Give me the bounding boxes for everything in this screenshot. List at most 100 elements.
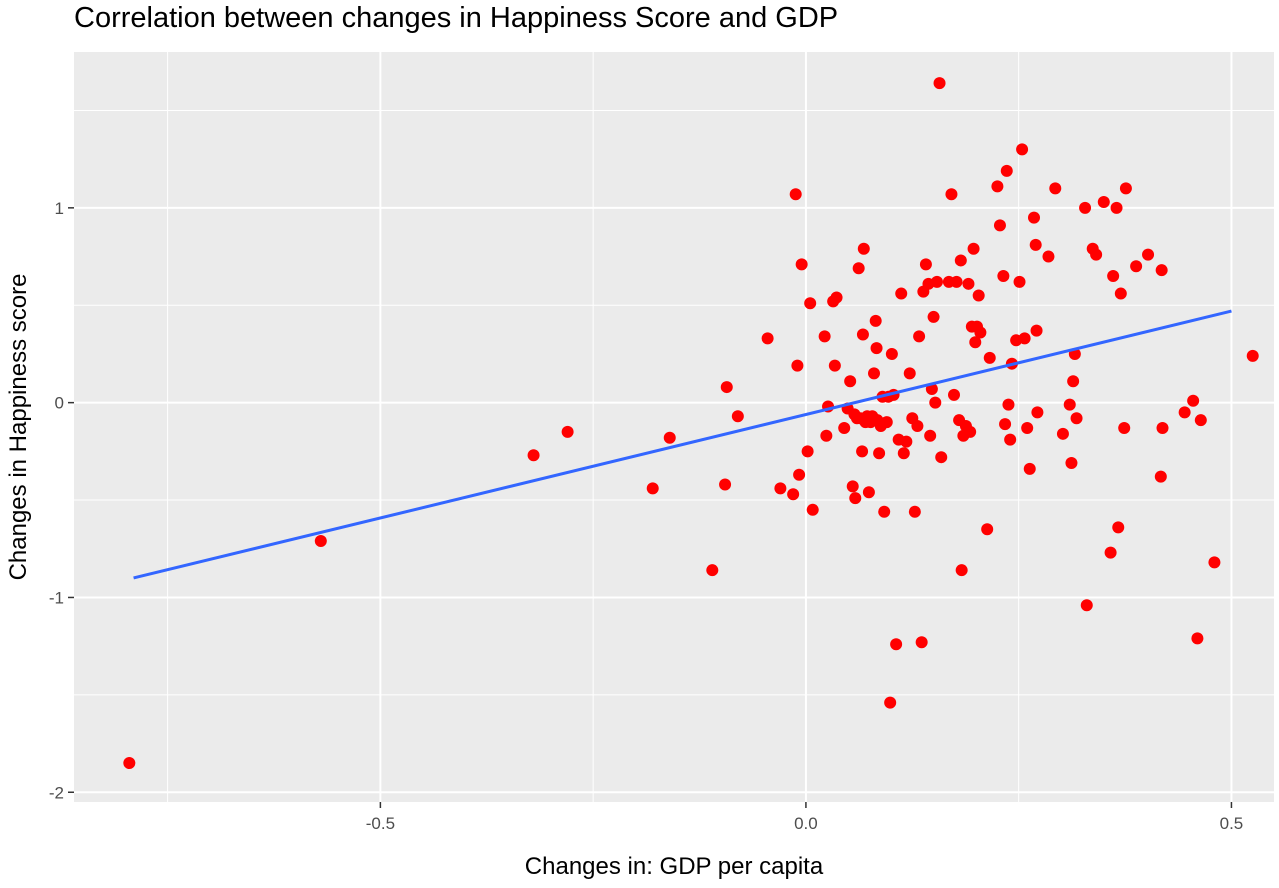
data-point — [828, 359, 841, 372]
data-point — [981, 523, 994, 536]
data-point — [983, 351, 996, 364]
data-point — [789, 188, 802, 201]
data-point — [856, 445, 869, 458]
data-point — [880, 416, 893, 429]
data-points — [123, 77, 1259, 770]
data-point — [838, 421, 851, 434]
data-point — [913, 330, 926, 343]
y-tick-label: -1 — [49, 588, 64, 607]
trend-line-group — [133, 309, 1232, 580]
data-point — [1049, 182, 1062, 195]
data-point — [1187, 394, 1200, 407]
major-grid — [74, 52, 1274, 802]
data-point — [844, 375, 857, 388]
data-point — [1208, 556, 1221, 569]
data-point — [1130, 260, 1143, 273]
data-point — [1079, 201, 1092, 214]
data-point — [924, 429, 937, 442]
data-point — [761, 332, 774, 345]
data-point — [972, 289, 985, 302]
data-point — [1097, 196, 1110, 208]
data-point — [663, 431, 676, 444]
data-point — [884, 696, 897, 709]
minor-grid — [74, 52, 1274, 802]
data-point — [820, 429, 833, 442]
data-point — [1002, 398, 1015, 411]
y-tick-label: -2 — [49, 783, 64, 802]
data-point — [862, 486, 875, 499]
x-axis-title: Changes in: GDP per capita — [525, 853, 824, 880]
data-point — [1080, 599, 1093, 612]
data-point — [1090, 248, 1103, 261]
data-point — [856, 328, 869, 341]
data-point — [1065, 457, 1078, 470]
data-point — [908, 505, 921, 518]
data-point — [1246, 349, 1259, 362]
data-point — [919, 258, 932, 271]
data-point — [123, 757, 136, 770]
data-point — [933, 77, 946, 90]
data-point — [818, 330, 831, 343]
x-axis-ticks: -0.5 0.0 0.5 — [366, 802, 1244, 833]
data-point — [911, 420, 924, 433]
data-point — [1028, 211, 1040, 224]
data-point — [955, 564, 968, 577]
data-point — [869, 314, 882, 327]
data-point — [969, 336, 982, 349]
data-point — [950, 275, 963, 288]
data-point — [806, 503, 819, 516]
data-point — [873, 447, 886, 460]
data-point — [1004, 433, 1017, 446]
data-point — [1000, 164, 1013, 177]
data-point — [314, 534, 327, 547]
data-point — [897, 447, 910, 460]
x-tick-label: 0.0 — [794, 814, 818, 833]
chart-title: Correlation between changes in Happiness… — [74, 2, 839, 34]
data-point — [935, 451, 948, 464]
data-point — [900, 435, 913, 448]
data-point — [1056, 427, 1069, 440]
x-tick-label: -0.5 — [366, 814, 395, 833]
data-point — [878, 505, 891, 518]
data-point — [830, 291, 843, 304]
data-point — [1021, 421, 1034, 434]
data-point — [849, 492, 862, 505]
data-point — [1013, 275, 1026, 288]
data-point — [948, 388, 960, 401]
data-point — [791, 359, 804, 372]
data-point — [974, 326, 987, 339]
data-point — [1042, 250, 1055, 263]
data-point — [787, 488, 800, 501]
trend-line — [133, 309, 1232, 580]
data-point — [731, 410, 744, 423]
data-point — [930, 275, 943, 288]
data-point — [1156, 421, 1169, 434]
data-point — [1155, 264, 1168, 277]
data-point — [945, 188, 958, 201]
data-point — [868, 367, 880, 380]
data-point — [706, 564, 719, 577]
data-point — [927, 310, 940, 323]
x-tick-label: 0.5 — [1220, 814, 1244, 833]
data-point — [993, 219, 1006, 232]
data-point — [793, 468, 806, 481]
data-point — [1110, 201, 1123, 214]
data-point — [1107, 270, 1120, 283]
data-point — [1119, 182, 1132, 195]
data-point — [1112, 521, 1125, 534]
data-point — [962, 277, 975, 290]
data-point — [1016, 143, 1029, 156]
data-point — [857, 242, 870, 255]
data-point — [1194, 414, 1207, 427]
data-point — [903, 367, 916, 380]
data-point — [804, 297, 817, 310]
data-point — [1104, 546, 1117, 559]
data-point — [1191, 632, 1204, 645]
data-point — [795, 258, 808, 271]
y-axis-title: Changes in Happiness score — [5, 274, 32, 581]
data-point — [1063, 398, 1076, 411]
data-point — [774, 482, 787, 495]
data-point — [1029, 238, 1042, 251]
data-point — [1142, 248, 1155, 261]
